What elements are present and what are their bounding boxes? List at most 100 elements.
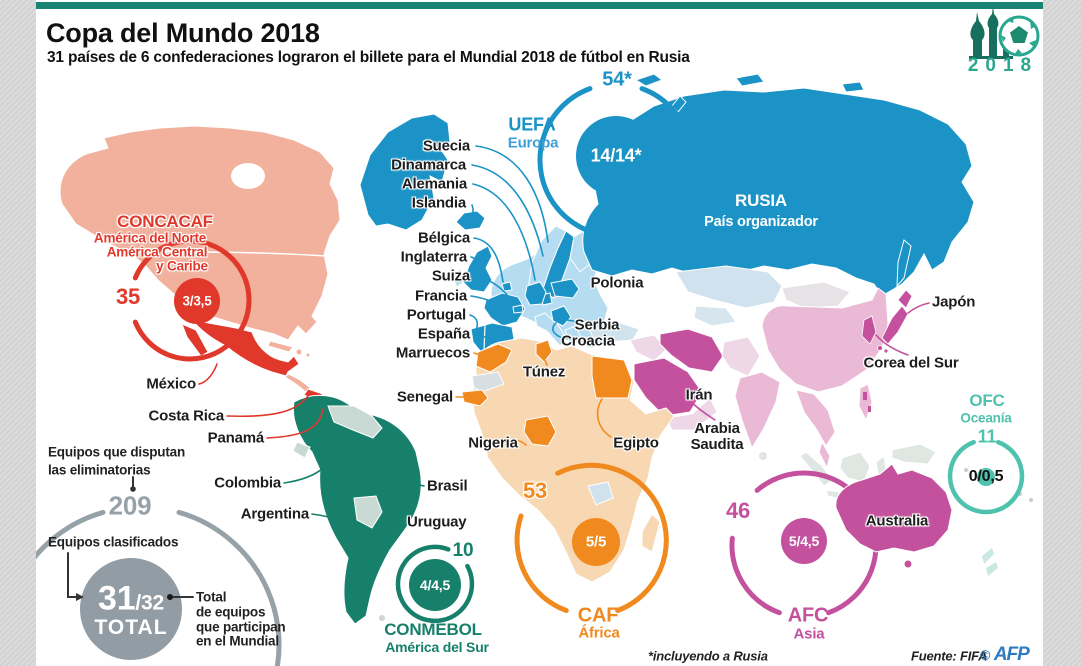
map-russia xyxy=(582,73,975,297)
country-label-polonia: Polonia xyxy=(590,274,644,292)
map-australia xyxy=(835,463,953,569)
caf-entrants: 53 xyxy=(522,478,548,503)
soccer-ball-icon xyxy=(998,15,1040,57)
conmebol-name: CONMEBOL xyxy=(384,620,482,639)
country-label-dinamarca: Dinamarca xyxy=(391,156,466,174)
country-label-inglaterra: Inglaterra xyxy=(400,248,468,266)
country-label-arabia-saudita: Arabia Saudita xyxy=(690,420,744,453)
legend-note-line2: de equipos xyxy=(196,604,266,620)
logo-year: 2018 xyxy=(967,55,1039,76)
legend-note-line3: que participan xyxy=(196,619,286,635)
legend-note-line4: en el Mundial xyxy=(196,633,279,649)
caf-region: África xyxy=(578,624,620,642)
conmebol-entrants: 10 xyxy=(452,540,474,561)
map-middle-east xyxy=(589,322,761,431)
legend-total-word: TOTAL xyxy=(94,616,168,639)
world-map xyxy=(36,73,1033,666)
country-label-japon: Japón xyxy=(932,293,976,311)
concacaf-region-3: y Caribe xyxy=(156,258,208,274)
page-subtitle: 31 países de 6 confederaciones lograron … xyxy=(47,49,690,66)
country-label-corea: Corea del Sur xyxy=(863,354,959,372)
country-label-tunez: Túnez xyxy=(522,363,566,381)
country-label-iran: Irán xyxy=(685,386,713,404)
ofc-name: OFC xyxy=(969,391,1005,410)
legend-qualified-label: Equipos clasificados xyxy=(48,534,179,550)
caf-ring xyxy=(514,513,569,613)
afc-qualified-circle xyxy=(781,518,827,564)
country-label-croacia: Croacia xyxy=(561,332,615,350)
uefa-name: UEFA xyxy=(508,114,556,135)
country-label-brasil: Brasil xyxy=(427,477,468,495)
footer-source: Fuente: FIFA xyxy=(911,648,988,664)
country-label-marruecos: Marruecos xyxy=(395,344,470,362)
map-hudson-bay xyxy=(231,163,265,189)
caf-qualified: 5/5 xyxy=(585,533,607,551)
copyright-icon: © xyxy=(980,647,991,663)
uefa-region: Europa xyxy=(507,134,559,152)
country-label-serbia: Serbia xyxy=(574,316,620,334)
country-label-portugal: Portugal xyxy=(406,306,466,324)
country-label-argentina: Argentina xyxy=(240,505,309,523)
concacaf-ring xyxy=(132,238,252,362)
caf-name: CAF xyxy=(577,604,619,627)
country-label-costa-rica: Costa Rica xyxy=(148,407,224,425)
country-label-colombia: Colombia xyxy=(214,474,281,492)
caf-qualified-circle xyxy=(572,518,620,566)
country-label-uruguay: Uruguay xyxy=(407,513,467,531)
concacaf-qualified: 3/3,5 xyxy=(182,293,212,309)
afc-region: Asia xyxy=(793,625,825,643)
ofc-region: Oceanía xyxy=(960,410,1012,426)
concacaf-region-1: América del Norte xyxy=(93,230,207,246)
legend-qualified-big: 31 xyxy=(97,579,136,618)
legend-entrants-total: 209 xyxy=(108,490,152,521)
country-label-suiza: Suiza xyxy=(431,267,470,285)
legend-ring xyxy=(36,509,282,666)
uefa-ring xyxy=(537,86,695,239)
country-label-australia: Australia xyxy=(865,512,929,530)
concacaf-name: CONCACAF xyxy=(117,212,213,231)
conmebol-qualified: 4/4,5 xyxy=(419,577,451,593)
uefa-qualified: 14/14* xyxy=(590,145,642,166)
map-mexico-centam xyxy=(181,319,331,407)
country-label-suecia: Suecia xyxy=(422,137,470,155)
legend-entrants-label-line2: las eliminatorias xyxy=(48,462,151,478)
ofc-entrants: 11 xyxy=(977,426,997,447)
map-us-canada-border xyxy=(101,247,327,257)
country-label-nigeria: Nigeria xyxy=(468,434,518,452)
concacaf-region-2: América Central xyxy=(106,244,208,260)
conmebol-qualified-circle xyxy=(409,559,461,611)
afc-entrants: 46 xyxy=(725,498,751,523)
afp-logo: AFP xyxy=(993,644,1030,665)
concacaf-entrants: 35 xyxy=(115,284,141,309)
afc-name: AFC xyxy=(787,604,829,627)
conmebol-ring xyxy=(395,544,475,624)
host-role: País organizador xyxy=(704,214,818,230)
country-label-francia: Francia xyxy=(415,287,467,305)
country-label-panama: Panamá xyxy=(207,429,265,447)
confed-rings xyxy=(36,86,1025,666)
legend-note-line1: Total xyxy=(196,589,227,605)
country-label-espana: España xyxy=(417,325,470,343)
conmebol-region: América del Sur xyxy=(385,639,489,655)
page-title: Copa del Mundo 2018 xyxy=(46,18,320,48)
country-label-mexico: México xyxy=(146,375,196,393)
ofc-ring xyxy=(947,439,1025,515)
footer-note: *incluyendo a Rusia xyxy=(648,648,768,664)
map-greenland-iceland xyxy=(359,113,486,231)
ofc-qualified-circle xyxy=(977,468,995,486)
legend-total-circle xyxy=(80,558,182,660)
legend-entrants-label-line1: Equipos que disputan xyxy=(48,444,185,460)
pointer-lines xyxy=(67,145,930,601)
map-africa xyxy=(461,337,675,583)
country-label-egipto: Egipto xyxy=(613,434,659,452)
legend-of-total: /32 xyxy=(135,591,165,615)
legend-qualified-count: 31/32 xyxy=(98,580,164,619)
map-south-america xyxy=(292,395,422,625)
ofc-qualified: 0/0,5 xyxy=(968,468,1004,485)
uefa-entrants: 54* xyxy=(602,68,632,91)
afp-credit: © AFP xyxy=(980,644,1030,666)
country-label-alemania: Alemania xyxy=(401,175,467,193)
infographic-card: Copa del Mundo 2018 31 países de 6 confe… xyxy=(36,0,1043,666)
caf-ring2 xyxy=(555,462,669,613)
afc-qualified: 5/4,5 xyxy=(788,533,820,549)
